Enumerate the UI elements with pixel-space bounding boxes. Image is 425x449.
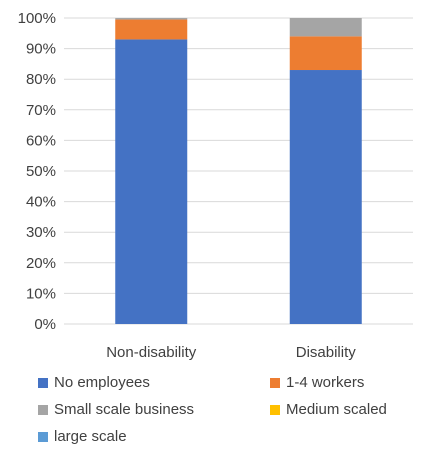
bar-segment-non-disability-1-4-workers — [115, 19, 188, 40]
y-tick-label: 30% — [26, 224, 56, 241]
legend-item: large scale — [38, 427, 270, 446]
legend-label: large scale — [54, 428, 127, 445]
y-tick-label: 80% — [26, 71, 56, 88]
x-tick-label: Disability — [296, 344, 357, 361]
y-tick-label: 90% — [26, 41, 56, 58]
y-tick-label: 50% — [26, 163, 56, 180]
y-tick-label: 40% — [26, 194, 56, 211]
legend-label: Small scale business — [54, 401, 195, 418]
y-tick-label: 10% — [26, 285, 56, 302]
chart-plot-area: 0% 10% 20% 30% 40% 50% 60% 70% 80% 90% 100% Non-di… — [18, 10, 413, 361]
y-tick-label: 60% — [26, 132, 56, 149]
y-tick-label: 20% — [26, 255, 56, 272]
y-axis-tick-labels: 0% 10% 20% 30% 40% 50% 60% 70% 80% 90% 100% — [18, 10, 56, 333]
y-tick-label: 100% — [18, 10, 56, 27]
bar-segment-disability-1-4-workers — [289, 36, 362, 71]
y-tick-label: 70% — [26, 102, 56, 119]
bar-segment-disability-small-scale-business — [289, 18, 362, 37]
legend-swatch — [38, 404, 48, 415]
x-tick-label: Non-disability — [106, 344, 197, 361]
legend-label: No employees — [54, 374, 150, 391]
bar-segment-disability-no-employees — [289, 70, 362, 325]
y-tick-label: 0% — [34, 316, 56, 333]
legend-item: 1-4 workers — [270, 373, 410, 392]
legend-swatch — [270, 377, 280, 388]
bar-segment-non-disability-small-scale-business — [115, 18, 188, 20]
chart-legend: No employees 1-4 workers Small scale busin… — [38, 373, 408, 446]
legend-label: 1-4 workers — [286, 374, 365, 391]
legend-swatch — [38, 431, 48, 442]
legend-item: Medium scaled — [270, 400, 410, 419]
legend-item: Small scale business — [38, 400, 270, 419]
bars — [115, 18, 362, 325]
bar-segment-non-disability-no-employees — [115, 39, 188, 325]
x-axis-tick-labels: Non-disability Disability — [106, 344, 356, 361]
legend-item: No employees — [38, 373, 270, 392]
legend-swatch — [270, 404, 280, 415]
legend-label: Medium scaled — [286, 401, 387, 418]
legend-swatch — [38, 377, 48, 388]
